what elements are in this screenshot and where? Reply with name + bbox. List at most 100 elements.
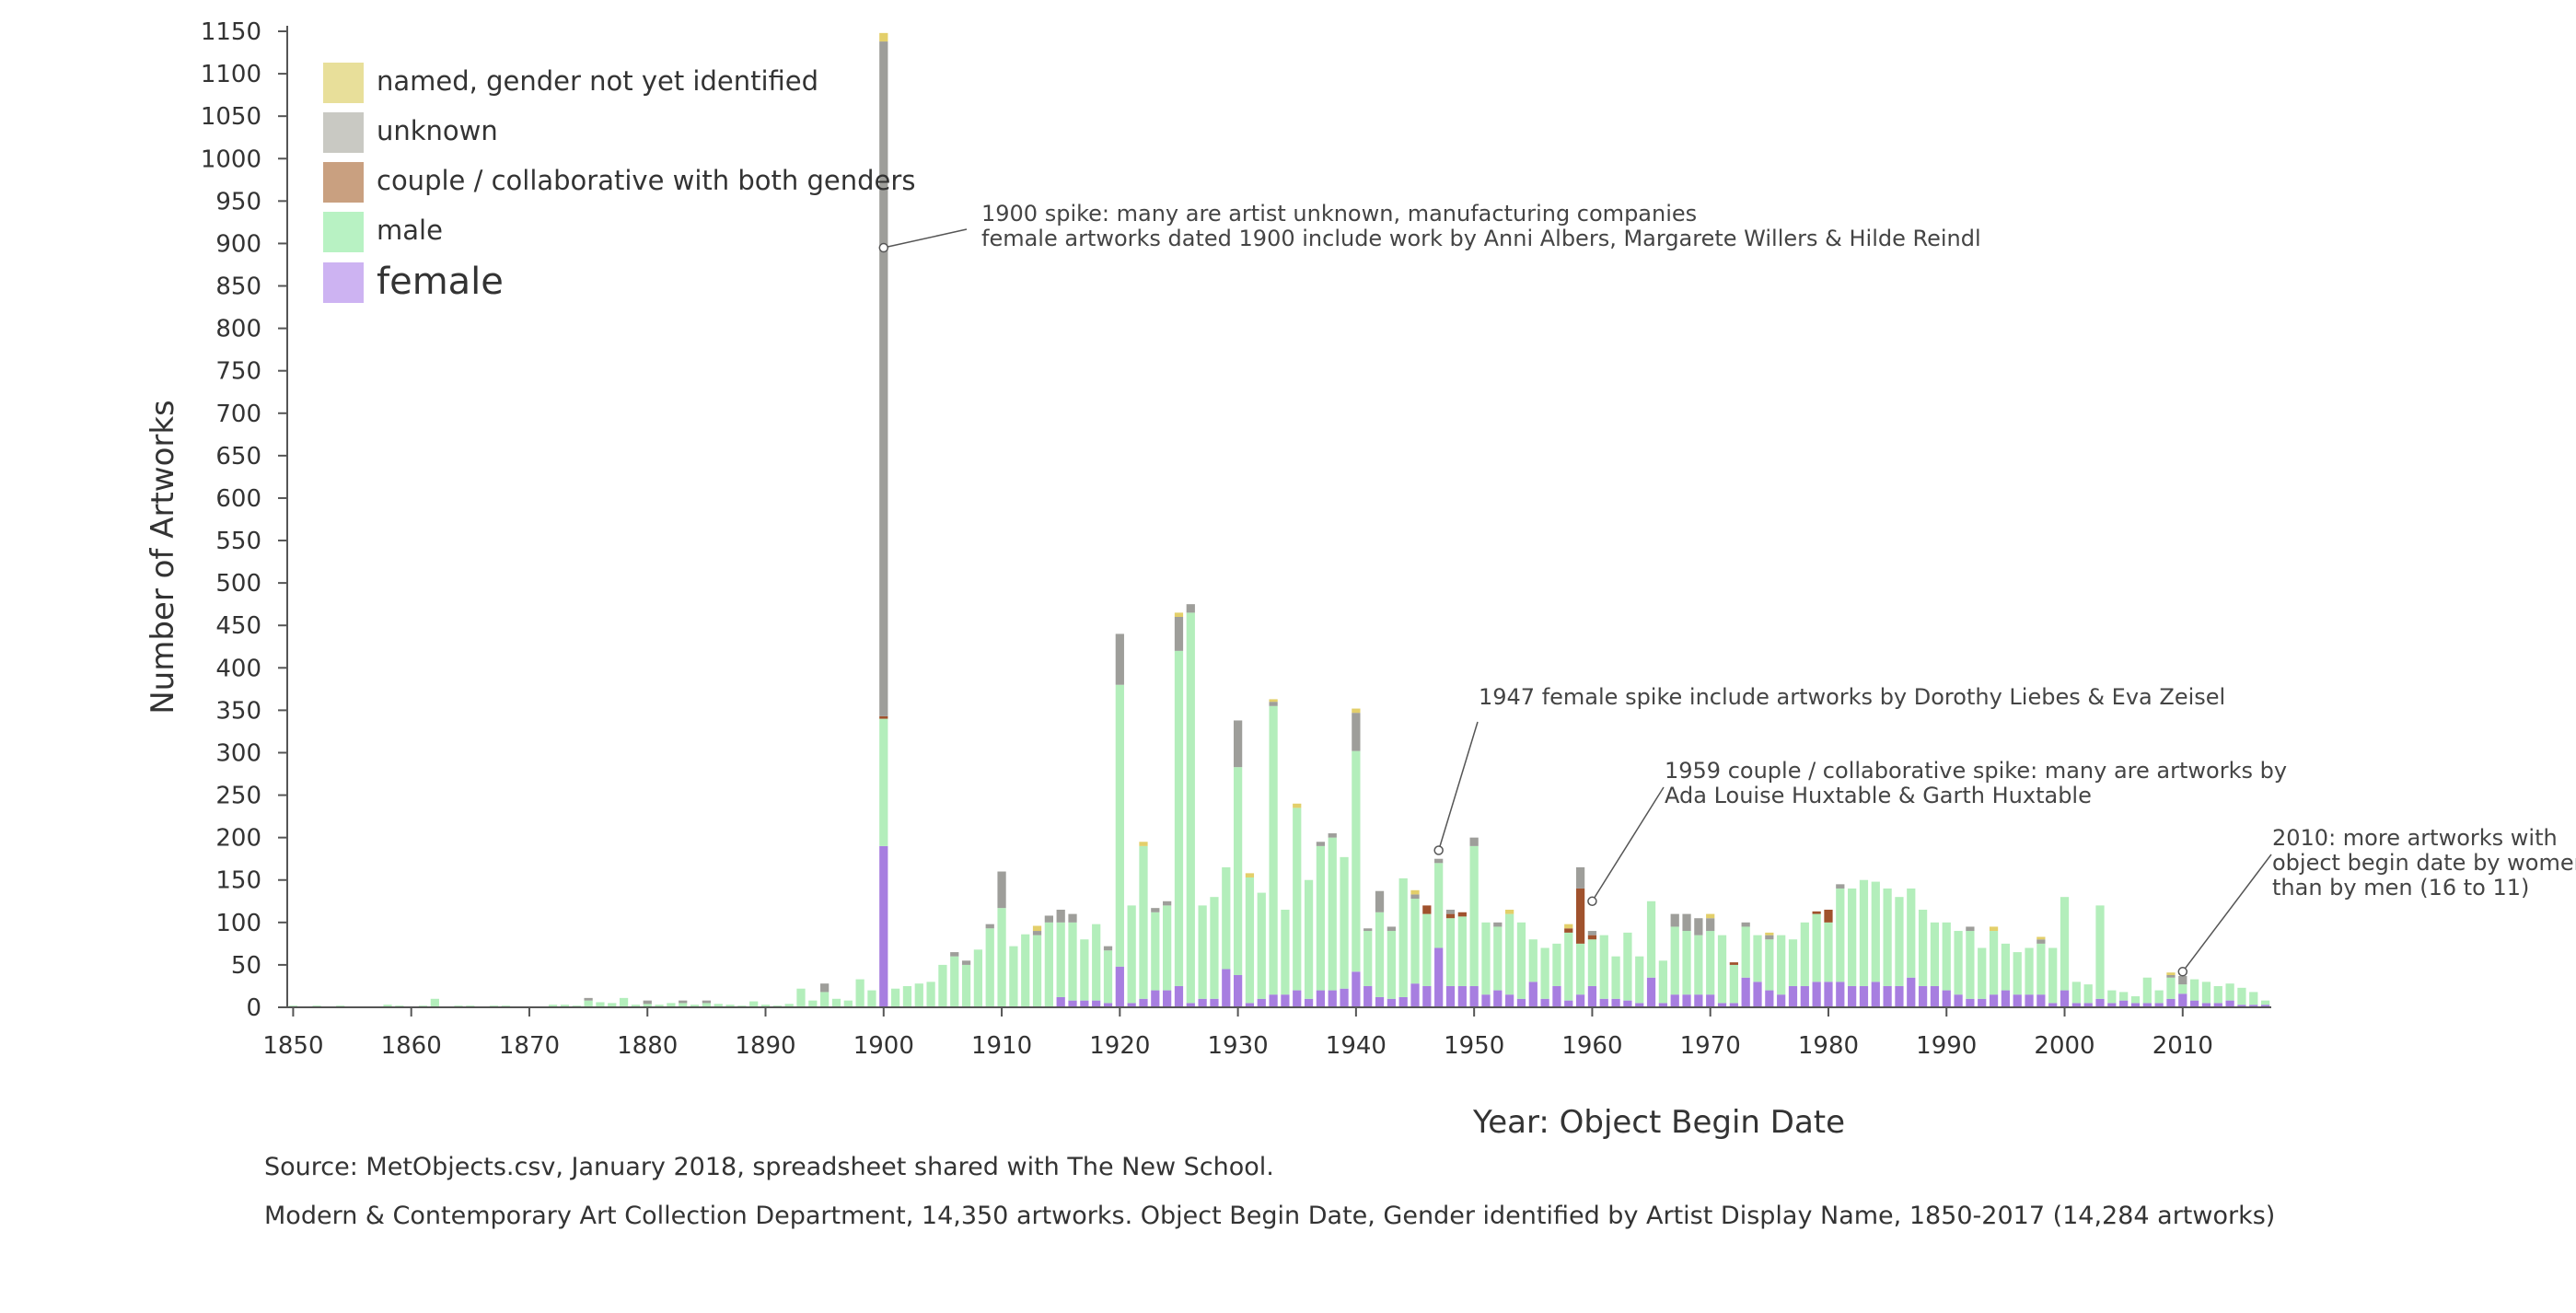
bar-2012-female [2201,1003,2211,1007]
x-tick-label-1930: 1930 [1208,1032,1269,1060]
annotation-marker-1960 [1587,896,1597,907]
bar-1915-male [1056,922,1065,997]
bar-2003-female [2095,998,2105,1007]
bar-2009-female [2166,998,2176,1007]
y-tick-label-800: 800 [215,316,261,343]
bar-1916-male [1068,922,1077,1001]
bar-1978-female [1800,985,1809,1007]
bar-1929-male [1222,866,1231,970]
y-tick-label-550: 550 [215,528,261,555]
bar-1967-male [1670,926,1679,995]
bar-1946-female [1422,985,1432,1007]
bar-1921-female [1127,1003,1136,1007]
bar-1949-female [1457,985,1467,1007]
bar-1933-unknown [1269,702,1278,706]
bar-1858-male [383,1005,392,1007]
bar-1901-male [890,988,900,1007]
bar-1989-female [1930,985,1940,1007]
bar-1958-named [1564,924,1573,929]
bar-1949-couple [1457,912,1467,917]
y-tick-label-450: 450 [215,612,261,640]
bar-1922-male [1139,845,1148,999]
bar-1919-female [1103,1003,1113,1007]
bar-1980-female [1824,982,1833,1007]
bar-1941-unknown [1363,928,1373,932]
bar-1997-female [2025,994,2034,1007]
bar-1981-female [1836,982,1845,1007]
bar-1963-female [1623,1000,1632,1007]
bar-1900-male [879,718,888,846]
bar-2003-male [2095,905,2105,999]
y-tick-label-350: 350 [215,697,261,725]
bar-2014-male [2225,983,2234,1001]
bar-2005-male [2119,992,2129,1001]
bar-1945-named [1410,889,1420,895]
x-tick-label-1910: 1910 [971,1032,1032,1060]
bar-1973-female [1741,977,1750,1007]
bar-2015-male [2237,987,2246,1005]
bar-1900-couple [879,715,888,719]
bar-1994-named [1989,926,1999,932]
bar-1941-male [1363,931,1373,986]
bar-1971-male [1717,935,1727,1004]
bar-1937-male [1316,845,1326,991]
bar-1949-male [1457,916,1467,986]
bar-2006-female [2130,1003,2141,1007]
bar-2004-male [2107,990,2117,1004]
bar-1900-named [879,32,888,42]
bar-1932-female [1257,998,1266,1007]
bar-1906-male [950,956,959,1007]
bar-2008-female [2154,1003,2164,1007]
bar-1934-female [1281,994,1290,1007]
bar-1913-male [1032,935,1042,1007]
legend-label-named: named, gender not yet identified [377,65,818,97]
x-tick-label-1880: 1880 [617,1032,678,1060]
bar-1889-male [749,1001,759,1007]
bar-1981-male [1836,888,1845,982]
bar-1969-female [1694,994,1703,1007]
y-tick-label-1150: 1150 [201,18,261,46]
bar-1910-male [997,908,1006,1007]
annotation-leader-1900 [883,228,968,249]
bar-1915-female [1056,996,1065,1007]
annotation-text-2010-1: 2010: more artworks with [2272,825,2558,851]
bar-1913-unknown [1032,931,1042,935]
bar-1953-male [1505,913,1514,995]
annotation-text-1900-1: 1900 spike: many are artist unknown, man… [981,201,1697,227]
bar-1933-male [1269,705,1278,995]
bar-1906-unknown [950,952,959,957]
bar-1987-male [1907,888,1916,978]
annotation-text-1900-2: female artworks dated 1900 include work … [981,226,1981,251]
bar-1951-male [1481,922,1491,995]
bar-2007-male [2142,977,2152,1004]
bar-1924-female [1163,990,1172,1007]
bar-1958-male [1564,932,1573,1001]
bar-2010-unknown [2178,975,2187,985]
bar-1952-female [1493,990,1503,1007]
bar-1933-named [1269,699,1278,703]
bar-1907-unknown [961,960,971,965]
bar-1992-female [1966,998,1975,1007]
bar-1999-male [2048,947,2058,1004]
bar-1946-male [1422,913,1432,986]
bar-2000-female [2060,990,2070,1007]
bar-1948-female [1445,985,1456,1007]
y-tick-label-400: 400 [215,655,261,682]
bar-1885-unknown [702,1000,711,1004]
bar-1883-unknown [679,1000,688,1004]
bar-1964-male [1635,956,1644,1004]
bar-1931-named [1245,873,1255,877]
bar-1960-unknown [1587,931,1597,935]
bar-1957-female [1552,985,1561,1007]
bar-1975-named [1765,932,1774,935]
bar-1884-male [690,1005,700,1007]
bar-1966-female [1658,1003,1668,1007]
bar-1923-female [1151,990,1160,1007]
bar-1959-couple [1575,888,1585,944]
bar-1953-female [1505,994,1514,1007]
bar-1922-female [1139,998,1148,1007]
bar-1995-male [2001,943,2011,991]
bar-1951-female [1481,994,1491,1007]
bar-1942-unknown [1375,890,1385,912]
bar-1937-female [1316,990,1326,1007]
